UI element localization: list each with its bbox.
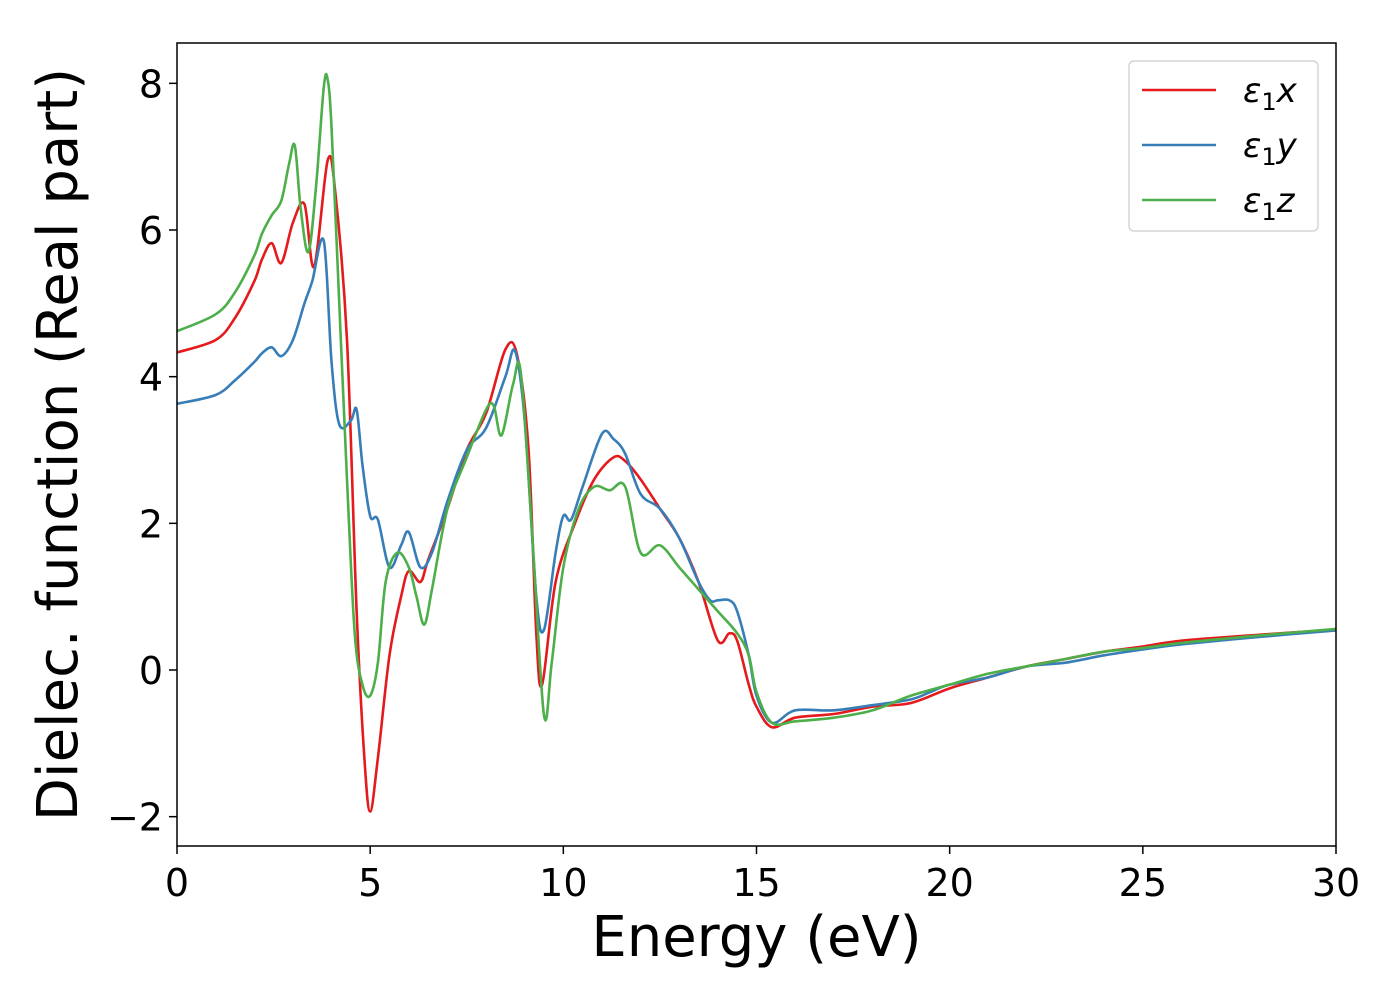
legend-box [1128,60,1319,232]
legend-label: ε1y [1243,126,1298,171]
y-tick-label: 4 [139,356,163,400]
y-tick-label: 8 [139,62,163,106]
y-tick-label: 2 [139,502,163,546]
y-axis: −2 0 2 4 6 8 [107,62,177,840]
legend-label: ε1z [1243,181,1296,226]
x-tick-label: 30 [1312,861,1360,905]
x-tick-label: 25 [1119,861,1167,905]
x-tick-label: 10 [539,861,587,905]
x-axis-title: Energy (eV) [591,905,921,970]
x-tick-label: 0 [165,861,189,905]
y-axis-title: Dielec. function (Real part) [26,68,91,821]
legend-label: ε1x [1243,71,1298,116]
x-tick-label: 15 [732,861,780,905]
y-tick-label: 0 [139,649,163,693]
series-line-y [177,237,1336,725]
series-layer [177,72,1336,813]
series-line-z [177,72,1336,727]
series-line-x [177,154,1336,813]
x-tick-label: 5 [358,861,382,905]
y-tick-label: 6 [139,209,163,253]
x-axis: 0 5 10 15 20 25 30 [165,846,1360,905]
y-tick-label: −2 [107,796,163,840]
legend: ε1x ε1y ε1z [1128,60,1319,232]
x-tick-label: 20 [925,861,973,905]
